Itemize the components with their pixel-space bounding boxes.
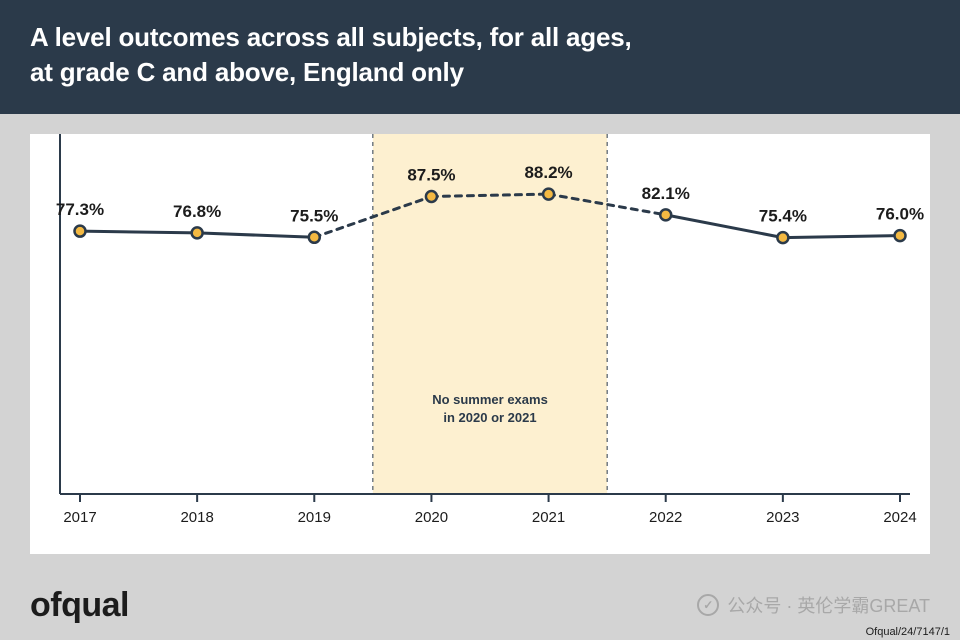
x-axis-label: 2021 — [532, 509, 565, 526]
chart-line-segment — [783, 236, 900, 238]
x-axis-label: 2019 — [298, 509, 331, 526]
watermark: ✓ 公众号 · 英伦学霸GREAT — [697, 592, 930, 618]
x-axis-label: 2017 — [63, 509, 96, 526]
value-label: 75.4% — [759, 207, 807, 226]
x-axis-label: 2018 — [180, 509, 213, 526]
value-label: 75.5% — [290, 206, 338, 225]
value-label: 77.3% — [56, 200, 104, 219]
data-point — [75, 226, 86, 237]
value-label: 88.2% — [524, 163, 572, 182]
x-axis-label: 2022 — [649, 509, 682, 526]
value-label: 76.8% — [173, 202, 221, 221]
highlight-band — [373, 134, 607, 494]
highlight-note-line1: No summer exams — [432, 392, 548, 407]
x-axis-label: 2023 — [766, 509, 799, 526]
data-point — [660, 210, 671, 221]
data-point — [426, 191, 437, 202]
page-title: A level outcomes across all subjects, fo… — [30, 20, 930, 90]
reference-code: Ofqual/24/7147/1 — [866, 626, 950, 638]
ofqual-logo: ofqual — [30, 586, 129, 625]
value-label: 76.0% — [876, 205, 924, 224]
chart-line-segment — [197, 233, 314, 237]
line-chart: 2017 2018 2019 2020 2021 2022 2023 2024 77.3% 76.… — [30, 134, 930, 554]
header: A level outcomes across all subjects, fo… — [0, 0, 960, 114]
data-point — [895, 230, 906, 241]
footer: ofqual ✓ 公众号 · 英伦学霸GREAT — [0, 570, 960, 640]
title-line-1: A level outcomes across all subjects, fo… — [30, 22, 632, 52]
x-axis-label: 2020 — [415, 509, 448, 526]
x-axis-label: 2024 — [883, 509, 916, 526]
data-point — [543, 189, 554, 200]
wechat-icon: ✓ — [697, 594, 719, 616]
value-label: 82.1% — [642, 184, 690, 203]
highlight-note-line2: in 2020 or 2021 — [443, 410, 536, 425]
data-point — [309, 232, 320, 243]
value-label: 87.5% — [407, 166, 455, 185]
data-point — [192, 228, 203, 239]
chart-card: 2017 2018 2019 2020 2021 2022 2023 2024 77.3% 76.… — [30, 134, 930, 554]
chart-container: 2017 2018 2019 2020 2021 2022 2023 2024 77.3% 76.… — [0, 114, 960, 554]
title-line-2: at grade C and above, England only — [30, 57, 464, 87]
data-point — [777, 232, 788, 243]
watermark-text: 公众号 · 英伦学霸GREAT — [727, 592, 930, 618]
chart-line-segment — [80, 231, 197, 233]
